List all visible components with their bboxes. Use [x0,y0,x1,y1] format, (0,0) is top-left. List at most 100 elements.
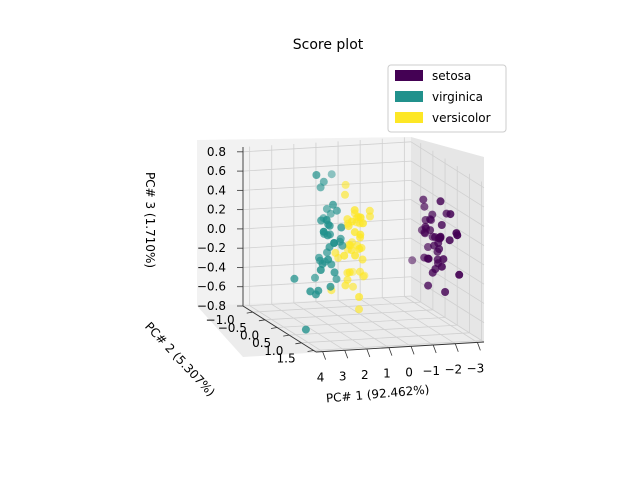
y-tick-mark [246,311,253,314]
point-versicolor [365,206,374,215]
grid-line [242,141,412,153]
legend-label-versicolor: versicolor [432,111,491,125]
grid-line [242,160,412,172]
z-tick-label: −0.4 [197,261,226,275]
z-tick-label: 0.8 [207,145,226,159]
grid-line [382,297,456,345]
y-tick-label: −1.0 [206,313,235,327]
grid-line [242,179,412,191]
grid-line [242,295,412,307]
point-virginica [330,239,339,247]
point-setosa [435,245,444,253]
back-pane [197,137,411,306]
point-versicolor [355,293,364,301]
grid-line [315,301,390,348]
point-setosa [424,243,432,251]
point-virginica [311,273,319,282]
point-virginica [316,183,325,192]
x-tick-mark [322,351,327,360]
z-tick-label: −0.6 [197,280,226,294]
point-virginica [312,171,321,179]
point-versicolor [358,255,367,264]
grid-line [242,199,412,211]
tick-labels: 4 3 2 1 0 −1 −2 −3−1.0−0.50.00.51.01.50.80.60.4… [197,145,484,385]
point-versicolor [349,282,357,291]
grid-line [293,302,368,350]
y-tick-mark [271,327,278,329]
legend-swatch-versicolor [395,112,423,123]
chart-title: Score plot [293,37,364,53]
point-virginica [324,255,333,264]
x-tick-mark [388,347,393,356]
grid-line [410,180,485,227]
z-tick-label: 0.2 [207,203,226,217]
point-virginica [326,282,335,291]
x-tick-mark [432,344,437,354]
x-tick-label: −2 [444,363,462,377]
legend: setosa virginica versicolor [387,64,507,133]
legend-label-virginica: virginica [432,90,483,104]
grid-line [252,301,421,313]
z-tick-label: 0.6 [207,164,226,178]
point-setosa [426,226,435,235]
point-versicolor [356,213,365,222]
point-versicolor [355,305,363,314]
grid-line [410,257,485,304]
grid-line [410,237,485,285]
point-setosa [424,254,433,263]
point-virginica [330,268,339,277]
y-tick-mark [295,342,302,345]
point-virginica [319,227,328,236]
axis-lines [242,147,485,353]
y-tick-mark [283,334,290,337]
y-tick-mark [307,350,314,352]
grid-line [264,309,433,321]
point-setosa [453,231,462,240]
point-virginica [338,241,347,250]
point-setosa [441,288,450,296]
y-tick-label: 1.5 [277,352,296,366]
x-tick-mark [410,346,415,355]
point-setosa [436,232,445,241]
y-axis-label: PC# 2 (5.307%) [142,319,218,399]
x-tick-label: 4 [317,371,325,385]
point-virginica [314,286,323,295]
point-virginica [327,170,336,179]
point-virginica [336,234,345,243]
grid-line [359,298,434,346]
x-tick-mark [344,350,349,359]
x-tick-label: −3 [467,361,485,375]
z-tick-label: −0.8 [197,299,226,313]
point-setosa [419,195,428,204]
point-virginica [337,223,346,232]
point-virginica [322,204,331,213]
point-virginica [290,274,299,283]
point-versicolor [350,206,359,215]
x-tick-label: −1 [422,364,440,378]
y-tick-mark [258,319,265,322]
point-setosa [436,197,445,206]
point-setosa [455,270,464,279]
point-setosa [420,202,429,211]
grid-line [410,141,485,189]
point-versicolor [348,217,356,226]
grid-line [301,332,470,344]
point-versicolor [341,281,350,290]
point-virginica [301,325,310,334]
point-versicolor [341,180,350,189]
scatter-points [290,170,464,334]
x-tick-label: 1 [383,367,391,381]
point-versicolor [341,190,349,199]
point-virginica [329,200,337,209]
point-versicolor [366,212,374,221]
point-virginica [332,206,341,215]
grid-line [410,160,485,208]
point-virginica [332,275,341,284]
point-setosa [424,281,433,290]
x-tick-mark [476,342,481,351]
z-tick-label: 0.0 [207,222,226,236]
y-tick-label: −0.5 [218,321,247,335]
x-tick-label: 3 [339,369,347,383]
x-tick-label: 2 [361,368,369,382]
